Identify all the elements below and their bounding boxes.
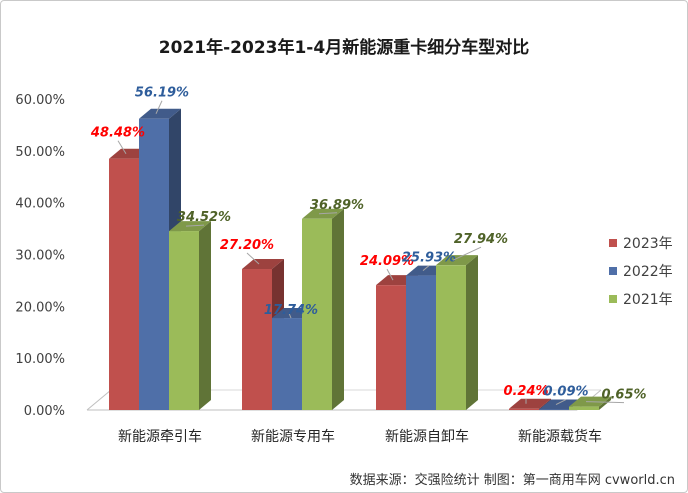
data-label-leader <box>117 140 127 154</box>
data-label: 17.74% <box>264 303 318 318</box>
data-label-leader <box>288 312 292 319</box>
legend-swatch-2022 <box>609 267 617 275</box>
source-note: 数据来源：交强险统计 制图：第一商用车网 cvworld.cn <box>349 473 675 488</box>
data-label: 0.24% <box>503 384 548 399</box>
data-label: 48.48% <box>90 126 145 141</box>
legend-label-2023: 2023年 <box>623 236 673 252</box>
data-label-leader <box>585 401 625 404</box>
bar <box>272 318 302 410</box>
y-tick-label: 30.00% <box>15 249 65 264</box>
floor-edge-left <box>86 389 112 411</box>
data-label: 24.09% <box>360 254 414 269</box>
legend-item: 2022年 <box>609 257 673 285</box>
data-label: 25.93% <box>402 251 456 266</box>
category-label: 新能源牵引车 <box>118 428 202 445</box>
bar <box>569 406 599 410</box>
data-label-leader <box>555 399 567 405</box>
y-tick-label: 0.00% <box>24 404 65 419</box>
data-label-leader <box>246 252 260 265</box>
y-tick-label: 10.00% <box>15 352 65 367</box>
bar <box>509 408 539 410</box>
chart-title: 2021年-2023年1-4月新能源重卡细分车型对比 <box>158 38 530 58</box>
legend-item: 2021年 <box>609 285 673 313</box>
bar <box>406 275 436 410</box>
data-label-leader <box>452 246 482 261</box>
legend-swatch-2023 <box>609 239 617 247</box>
data-label-leader <box>386 268 394 281</box>
y-axis: 0.00% 10.00% 20.00% 30.00% 40.00% 50.00% 60.00… <box>15 93 602 445</box>
data-label-leader <box>155 100 163 114</box>
bar-top-face <box>436 255 478 266</box>
bar-side-face <box>466 255 478 410</box>
bar <box>139 118 169 410</box>
y-tick-label: 60.00% <box>15 93 65 108</box>
bar-top-face <box>509 398 551 409</box>
data-label: 36.89% <box>310 198 364 213</box>
category-label: 新能源自卸车 <box>385 428 469 445</box>
legend-label-2022: 2022年 <box>623 264 673 280</box>
data-label-leader <box>422 265 430 271</box>
bar <box>436 265 466 410</box>
legend-item: 2023年 <box>609 229 673 257</box>
category-label: 新能源载货车 <box>518 428 602 445</box>
bar-side-face <box>599 396 611 410</box>
bar <box>169 231 199 410</box>
bar <box>376 285 406 410</box>
legend: 2023年 2022年 2021年 <box>609 229 673 313</box>
bar-top-face <box>242 259 284 270</box>
bar-side-face <box>332 208 344 410</box>
y-tick-label: 20.00% <box>15 300 65 315</box>
category-label: 新能源专用车 <box>251 428 335 445</box>
bar <box>302 218 332 410</box>
data-label: 56.19% <box>135 86 189 101</box>
bar <box>242 269 272 410</box>
data-labels: 48.48% 56.19% 34.52% 27.20% 17.74% 36.89% 24.0… <box>90 86 647 405</box>
legend-label-2021: 2021年 <box>623 292 673 308</box>
data-label-leader <box>318 212 338 215</box>
bar-side-face <box>199 221 211 410</box>
data-label: 34.52% <box>177 210 231 225</box>
data-label: 27.94% <box>454 232 508 247</box>
data-label: 0.65% <box>601 388 646 403</box>
bars <box>109 108 611 411</box>
data-label: 27.20% <box>220 238 274 253</box>
y-tick-label: 40.00% <box>15 197 65 212</box>
legend-swatch-2021 <box>609 295 617 303</box>
bar-top-face <box>139 108 181 119</box>
bar <box>539 409 569 411</box>
y-tick-label: 50.00% <box>15 145 65 160</box>
data-label: 0.09% <box>543 385 588 400</box>
bar <box>109 158 139 410</box>
data-label-leader <box>185 224 205 227</box>
